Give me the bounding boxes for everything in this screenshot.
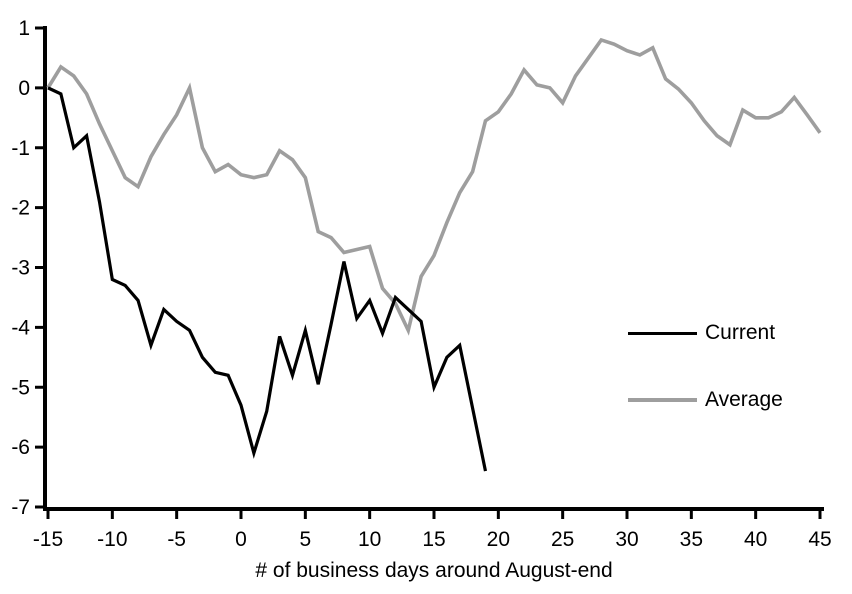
y-tick-label: -5 [11,376,30,399]
legend-line-current-swatch [628,331,697,335]
x-tick-label: 0 [235,528,247,551]
x-tick-label: 25 [551,528,574,551]
y-tick-label: 1 [18,17,30,40]
legend: Current Average [628,321,783,412]
y-tick-label: -3 [11,257,30,280]
x-tick-label: 40 [744,528,767,551]
y-tick-label: -2 [11,197,30,220]
y-tick-label: -1 [11,137,30,160]
series-line-current [47,86,488,472]
y-tick-label: -4 [11,316,30,339]
y-tick-label: 0 [18,77,30,100]
legend-item-average: Average [628,388,783,412]
legend-item-current: Current [628,321,783,345]
x-tick-label: 15 [422,528,445,551]
x-tick-label: 20 [487,528,510,551]
legend-label-current: Current [705,321,776,344]
x-axis-title: # of business days around August-end [255,559,613,582]
x-tick-label: 10 [358,528,381,551]
legend-label-average: Average [705,388,783,411]
x-tick-label: -10 [97,528,127,551]
x-tick-label: 30 [615,528,638,551]
y-tick-label: -6 [11,436,30,459]
x-tick-label: -5 [167,528,186,551]
legend-line-average-swatch [628,398,697,402]
x-tick-label: 45 [808,528,831,551]
x-tick-label: 5 [299,528,311,551]
x-tick-label: -15 [33,528,63,551]
series-line-average [46,37,822,336]
y-tick-label: -7 [11,496,30,519]
x-tick-label: 35 [680,528,703,551]
